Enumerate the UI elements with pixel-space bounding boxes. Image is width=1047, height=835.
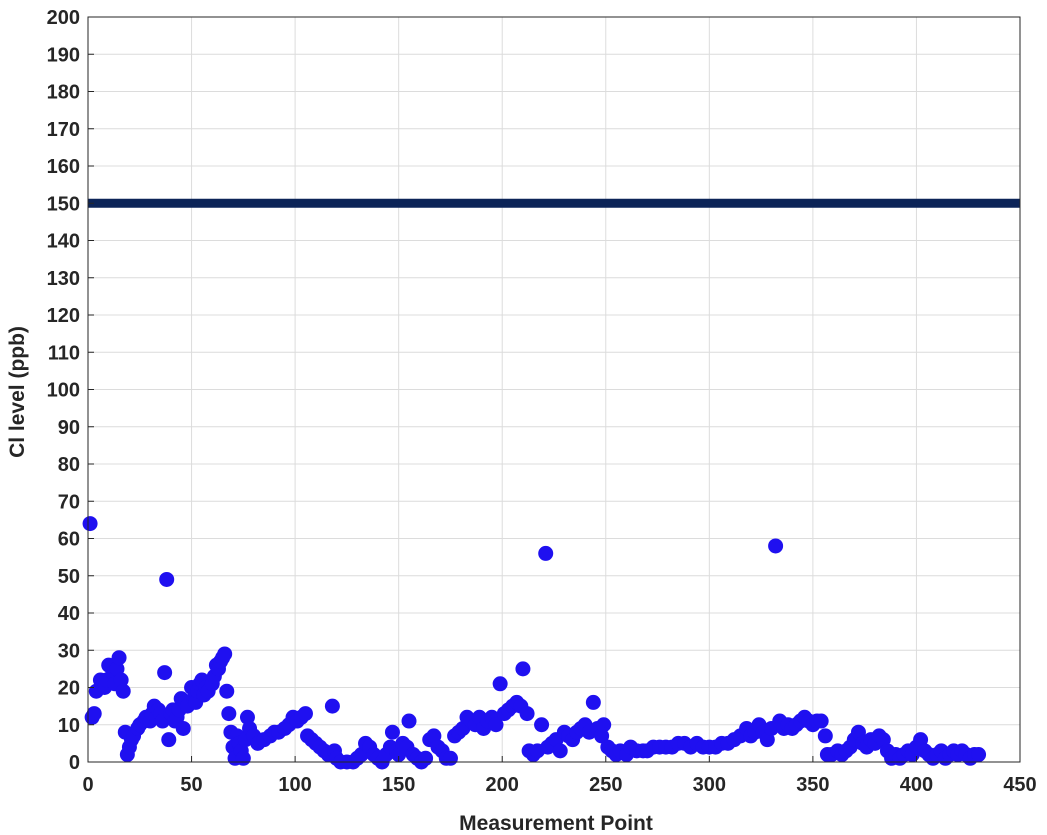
x-axis-ticks: 0 50 100 150 200 250 300 350 400 450 (82, 756, 1037, 796)
data-point (534, 717, 550, 733)
data-point (538, 545, 554, 561)
y-tick-label: 110 (48, 342, 80, 364)
x-tick-label: 250 (589, 774, 622, 796)
data-point (113, 672, 129, 688)
y-tick-label: 0 (69, 752, 80, 774)
data-point (384, 724, 400, 740)
data-point (159, 571, 175, 587)
y-tick-label: 100 (47, 380, 80, 402)
x-tick-label: 450 (1003, 774, 1036, 796)
data-point (552, 743, 568, 759)
y-tick-label: 160 (47, 156, 80, 178)
y-tick-label: 190 (47, 44, 80, 66)
data-point (585, 694, 601, 710)
x-tick-label: 200 (486, 774, 519, 796)
data-point (219, 683, 235, 699)
y-tick-label: 170 (47, 119, 80, 141)
data-point (596, 717, 612, 733)
y-axis-ticks: 0 10 20 30 40 50 60 70 80 90 100 110 120 130 140 150 160… (47, 7, 94, 774)
data-point (111, 650, 127, 666)
y-tick-label: 150 (47, 193, 80, 215)
data-point (239, 709, 255, 725)
y-axis-label: Cl level (ppb) (6, 326, 29, 458)
data-point (519, 706, 535, 722)
x-tick-label: 100 (278, 774, 311, 796)
y-tick-label: 90 (58, 417, 80, 439)
data-point (442, 750, 458, 766)
data-point (86, 706, 102, 722)
x-tick-label: 400 (900, 774, 933, 796)
y-tick-label: 20 (58, 678, 80, 700)
data-point (297, 706, 313, 722)
data-points (82, 516, 987, 770)
data-point (115, 683, 131, 699)
y-tick-label: 140 (47, 231, 80, 253)
y-tick-label: 10 (58, 715, 80, 737)
y-tick-label: 30 (58, 640, 80, 662)
data-point (175, 720, 191, 736)
data-point (594, 728, 610, 744)
y-tick-label: 130 (47, 268, 80, 290)
data-point (817, 728, 833, 744)
y-tick-label: 70 (58, 491, 80, 513)
data-point (324, 698, 340, 714)
data-point (488, 717, 504, 733)
x-tick-label: 350 (796, 774, 829, 796)
y-tick-label: 200 (47, 7, 80, 29)
data-point (401, 713, 417, 729)
data-point (221, 706, 237, 722)
data-point (768, 538, 784, 554)
data-point (492, 676, 508, 692)
x-tick-label: 50 (180, 774, 202, 796)
y-tick-label: 180 (47, 82, 80, 104)
data-point (971, 747, 987, 763)
y-tick-label: 40 (58, 603, 80, 625)
y-tick-label: 120 (47, 305, 80, 327)
y-tick-label: 80 (58, 454, 80, 476)
data-point (217, 646, 233, 662)
data-point (418, 750, 434, 766)
data-point (157, 665, 173, 681)
data-point (515, 661, 531, 677)
x-axis-label: Measurement Point (459, 812, 653, 835)
data-point (235, 750, 251, 766)
x-tick-label: 150 (382, 774, 415, 796)
y-tick-label: 50 (58, 566, 80, 588)
data-point (161, 732, 177, 748)
data-point (813, 713, 829, 729)
x-tick-label: 300 (693, 774, 726, 796)
x-tick-label: 0 (82, 774, 93, 796)
data-point (82, 516, 98, 532)
y-tick-label: 60 (58, 529, 80, 551)
